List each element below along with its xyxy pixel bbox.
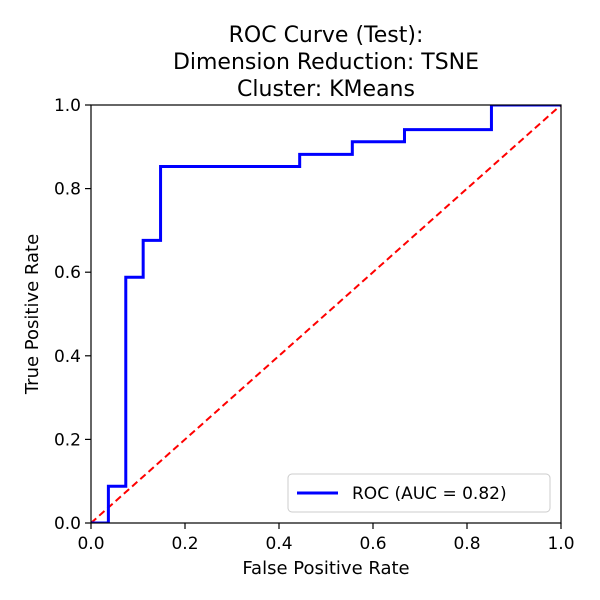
y-tick-label: 0.4 — [54, 347, 81, 367]
x-tick-label: 0.2 — [171, 534, 198, 554]
chance-diagonal-line — [91, 105, 561, 523]
legend-roc-label: ROC (AUC = 0.82) — [352, 484, 507, 504]
x-axis-label: False Positive Rate — [242, 558, 409, 579]
x-tick-label: 1.0 — [547, 534, 574, 554]
roc-curve-line — [91, 105, 561, 523]
y-tick-label: 1.0 — [54, 96, 81, 116]
plot-frame — [90, 104, 562, 524]
x-tick-label: 0.6 — [359, 534, 386, 554]
legend-box — [287, 473, 551, 513]
y-tick-label: 0.2 — [54, 430, 81, 450]
chart-title-line-3: Cluster: KMeans — [237, 77, 415, 102]
chart-title-line-1: ROC Curve (Test): — [229, 23, 424, 48]
x-tick-label: 0.8 — [453, 534, 480, 554]
plot-area — [91, 105, 561, 523]
y-tick-label: 0.0 — [54, 514, 81, 534]
y-tick-label: 0.8 — [54, 180, 81, 200]
legend: ROC (AUC = 0.82) — [287, 473, 551, 513]
axes: 0.0 0.2 0.4 0.6 0.8 1.0 0.0 0.2 0.4 0.6 0.8 1.0 — [54, 96, 575, 554]
chart-title: ROC Curve (Test): Dimension Reduction: T… — [173, 23, 479, 102]
x-tick-label: 0.0 — [77, 534, 104, 554]
y-tick-label: 0.6 — [54, 263, 81, 283]
y-axis-label: True Positive Rate — [22, 234, 43, 395]
x-tick-label: 0.4 — [265, 534, 292, 554]
chart-title-line-2: Dimension Reduction: TSNE — [173, 50, 479, 75]
